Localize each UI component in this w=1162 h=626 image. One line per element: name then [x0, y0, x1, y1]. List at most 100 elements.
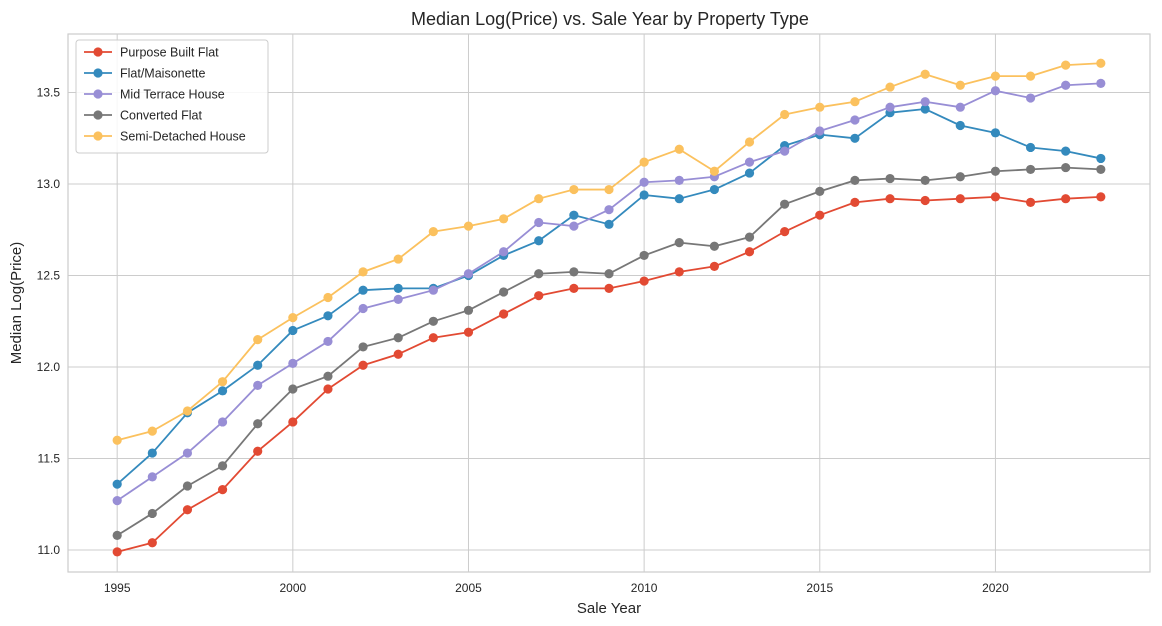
data-point	[323, 384, 333, 394]
data-point	[674, 194, 684, 204]
series-purpose-built-flat	[112, 192, 1106, 557]
data-point	[709, 241, 719, 251]
legend-box	[75, 39, 269, 154]
data-point	[744, 137, 755, 147]
data-point	[358, 267, 368, 277]
data-point	[217, 417, 228, 427]
series-line	[116, 195, 1101, 553]
data-point	[534, 194, 544, 204]
data-point	[780, 146, 790, 156]
data-point	[639, 177, 649, 187]
data-point	[428, 333, 438, 343]
data-point	[217, 461, 228, 471]
data-point	[815, 126, 825, 136]
data-point	[288, 417, 298, 427]
data-point	[990, 128, 1001, 138]
y-tick-label: 11.5	[38, 452, 61, 466]
data-point	[112, 496, 122, 506]
data-point	[288, 358, 298, 368]
data-point	[850, 197, 860, 207]
data-point	[885, 173, 895, 184]
x-tick-label: 1995	[104, 581, 131, 595]
series-lines	[112, 58, 1106, 557]
data-point	[463, 327, 474, 337]
axis-ticks: 1995 2000 2005 2010 2015 2020 11.0 11.5 12.0 12.5…	[37, 86, 1009, 595]
data-point	[499, 214, 509, 224]
data-point	[182, 406, 193, 416]
data-point	[323, 371, 333, 381]
y-tick-label: 12.0	[37, 360, 61, 374]
data-point	[463, 269, 474, 279]
data-point	[393, 283, 403, 293]
data-point	[920, 69, 930, 79]
data-point	[815, 186, 825, 196]
data-point	[744, 232, 755, 242]
data-point	[428, 316, 438, 326]
data-point	[1096, 164, 1106, 175]
data-point	[534, 269, 544, 279]
series-mid-terrace-house	[112, 78, 1106, 506]
data-point	[885, 82, 895, 92]
data-point	[1061, 146, 1071, 156]
legend-label: Purpose Built Flat	[120, 46, 219, 60]
data-point	[253, 419, 263, 429]
data-point	[217, 386, 228, 396]
data-point	[850, 97, 860, 107]
data-point	[323, 336, 333, 347]
data-point	[253, 360, 263, 370]
data-point	[920, 104, 930, 114]
legend-item: Purpose Built Flat	[84, 46, 219, 60]
data-point	[1061, 162, 1071, 173]
data-point	[709, 166, 719, 176]
data-point	[990, 192, 1001, 202]
data-point	[147, 538, 157, 548]
data-point	[639, 190, 649, 200]
data-point	[569, 267, 579, 277]
data-point	[604, 283, 614, 293]
data-point	[815, 102, 825, 112]
data-point	[639, 157, 649, 167]
data-point	[358, 303, 368, 314]
data-point	[1096, 153, 1106, 164]
data-point	[1025, 93, 1036, 103]
data-point	[850, 133, 860, 143]
data-point	[253, 334, 263, 345]
data-point	[217, 377, 228, 387]
data-point	[217, 485, 228, 495]
legend-label: Mid Terrace House	[120, 88, 225, 102]
data-point	[604, 219, 614, 229]
data-point	[885, 102, 895, 112]
data-point	[428, 227, 438, 237]
data-point	[182, 481, 193, 491]
legend-item: Semi-Detached House	[84, 130, 246, 144]
series-line	[116, 108, 1102, 485]
legend: Purpose Built Flat Flat/Maisonette Mid Ter…	[75, 39, 269, 154]
data-point	[955, 194, 965, 204]
x-axis-label: Sale Year	[577, 600, 641, 617]
data-point	[674, 238, 684, 248]
data-point	[885, 194, 895, 204]
x-tick-label: 2010	[631, 581, 658, 595]
data-point	[147, 448, 157, 458]
data-point	[288, 325, 298, 336]
data-point	[674, 144, 684, 154]
data-point	[1025, 197, 1036, 207]
data-point	[428, 285, 438, 295]
data-point	[1096, 192, 1106, 202]
data-point	[955, 120, 965, 131]
plot-frame	[67, 33, 1151, 573]
data-point	[780, 109, 790, 120]
legend-marker	[93, 110, 103, 120]
data-point	[639, 276, 649, 286]
data-point	[1061, 60, 1071, 70]
data-point	[112, 530, 122, 541]
data-point	[569, 221, 579, 231]
data-point	[604, 269, 614, 279]
legend-label: Converted Flat	[120, 109, 203, 123]
data-point	[499, 309, 509, 319]
data-point	[147, 426, 157, 436]
data-point	[253, 380, 263, 390]
data-point	[709, 184, 719, 195]
data-point	[1025, 71, 1036, 81]
data-point	[534, 217, 544, 228]
